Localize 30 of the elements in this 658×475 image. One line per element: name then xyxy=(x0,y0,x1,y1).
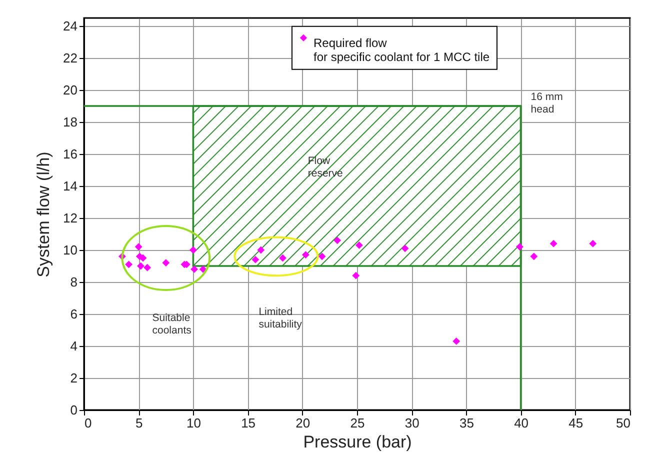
x-tick-label: 35 xyxy=(459,416,474,430)
y-tick-label: 8 xyxy=(70,274,78,290)
y-tick-label: 10 xyxy=(63,242,78,258)
x-tick-label: 50 xyxy=(616,416,630,430)
y-axis-title: System flow (l/h) xyxy=(34,152,54,278)
y-tick-label: 16 xyxy=(63,146,78,162)
y-tick-label: 24 xyxy=(63,18,78,34)
annotation: Limited suitability xyxy=(258,306,303,330)
y-tick-label: 14 xyxy=(63,178,78,194)
x-tick-label: 30 xyxy=(404,416,420,430)
legend-label: Required flow for specific coolant for 1 MCC tile xyxy=(313,36,490,64)
y-tick-label: 4 xyxy=(70,338,78,354)
x-tick-label: 45 xyxy=(568,416,584,430)
y-tick-label: 2 xyxy=(70,370,78,386)
y-tick-label: 20 xyxy=(63,82,78,98)
y-tick-label: 6 xyxy=(70,306,78,322)
x-tick-label: 5 xyxy=(135,416,143,430)
y-tick-label: 0 xyxy=(70,402,78,418)
x-tick-label: 25 xyxy=(350,416,365,430)
x-axis-title: Pressure (bar) xyxy=(303,432,412,452)
y-tick-label: 22 xyxy=(63,50,78,66)
x-tick-label: 40 xyxy=(514,416,529,430)
x-tick-label: 15 xyxy=(241,416,256,430)
annotation: 16 mm head xyxy=(530,91,564,116)
x-tick-label: 20 xyxy=(296,416,310,430)
x-tick-label: 10 xyxy=(186,416,201,430)
annotation: Suitable coolants xyxy=(152,312,192,336)
y-tick-label: 18 xyxy=(63,114,78,130)
y-tick-label: 12 xyxy=(63,210,78,226)
x-tick-label: 0 xyxy=(84,416,92,430)
